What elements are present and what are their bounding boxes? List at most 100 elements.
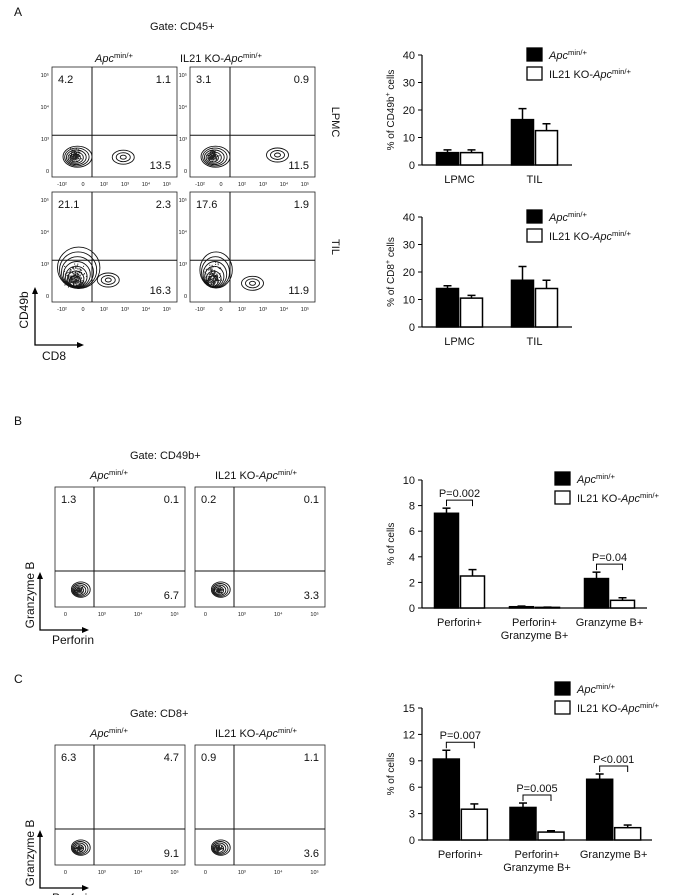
event-dot xyxy=(214,157,216,159)
x-tick-label: 10³ xyxy=(259,307,267,313)
event-dot xyxy=(210,272,212,274)
event-dot xyxy=(83,265,85,267)
event-dot xyxy=(218,589,220,591)
y-tick-label: 9 xyxy=(409,756,415,768)
event-dot xyxy=(74,155,76,157)
x-tick-label: 10² xyxy=(100,182,108,188)
bar xyxy=(510,279,535,328)
event-dot xyxy=(214,282,216,284)
x-tick-label: 10³ xyxy=(98,612,106,618)
event-dot xyxy=(81,591,83,593)
event-dot xyxy=(218,276,220,278)
significance-bracket xyxy=(446,499,473,507)
x-tick-label: 0 xyxy=(81,182,84,188)
quadrant-ur: 1.1 xyxy=(156,74,171,86)
y-tick-label: 0 xyxy=(184,294,187,300)
event-dot xyxy=(79,591,81,593)
x-tick-label: 10² xyxy=(238,307,246,313)
event-dot xyxy=(211,282,213,284)
event-dot xyxy=(213,276,215,278)
event-dot xyxy=(76,156,78,158)
event-dot xyxy=(73,159,75,161)
event-dot xyxy=(71,149,73,151)
event-dot xyxy=(217,845,219,847)
event-dot xyxy=(220,590,222,592)
event-dot xyxy=(77,272,79,274)
event-dot xyxy=(83,281,85,283)
contour-ring xyxy=(72,842,87,854)
y-tick-label: 6 xyxy=(409,526,415,538)
event-dot xyxy=(77,276,79,278)
event-dot xyxy=(84,273,86,275)
event-dot xyxy=(74,848,76,850)
contour-ring xyxy=(62,145,93,168)
event-dot xyxy=(70,279,72,281)
x-tick-label: 10⁴ xyxy=(134,869,143,876)
x-tick-label: 10² xyxy=(238,182,246,188)
y-tick-label: 0 xyxy=(46,169,49,175)
category-label: Perforin+ xyxy=(438,849,483,861)
event-dot xyxy=(72,155,74,157)
bar xyxy=(509,806,537,841)
event-dot xyxy=(63,270,65,272)
quadrant-lr: 11.9 xyxy=(288,285,309,297)
arrow-head xyxy=(37,830,43,837)
event-dot xyxy=(75,591,77,593)
bar xyxy=(435,287,460,328)
x-axis-label: CD8 xyxy=(42,349,66,363)
y-axis-label: CD49b xyxy=(17,291,31,329)
event-dot xyxy=(215,277,217,279)
y-tick-label: 12 xyxy=(403,729,415,741)
event-dot xyxy=(73,276,75,278)
event-dot xyxy=(72,158,74,160)
column-header: Apcmin/+ xyxy=(89,726,128,740)
contour-ring xyxy=(241,275,264,291)
flow-plot-a: 21.1 2.3 16.3 -10² 0 10² 10³ 10⁴ 10⁵ 10⁵ 10⁴ 10³ 0 xyxy=(41,191,178,313)
panel-letter-a: A xyxy=(14,5,22,19)
event-dot xyxy=(80,845,82,847)
event-dot xyxy=(80,589,82,591)
event-dot xyxy=(80,277,82,279)
event-dot xyxy=(216,276,218,278)
event-dot xyxy=(75,158,77,160)
y-tick-label: 30 xyxy=(403,78,415,90)
contour-ring xyxy=(70,581,91,598)
event-dot xyxy=(71,279,73,281)
event-dot xyxy=(215,275,217,277)
event-dot xyxy=(216,281,218,283)
event-dot xyxy=(78,275,80,277)
event-dot xyxy=(69,147,71,149)
event-dot xyxy=(78,849,80,851)
category-label: LPMC xyxy=(444,336,475,348)
contours xyxy=(70,839,91,856)
event-dot xyxy=(213,283,215,285)
legend-swatch xyxy=(554,681,571,696)
event-dot xyxy=(78,270,80,272)
contour-ring xyxy=(72,584,87,596)
event-dot xyxy=(75,267,77,269)
axis-arrow xyxy=(34,290,80,346)
event-dot xyxy=(80,588,82,590)
quadrant-lr: 3.6 xyxy=(304,848,319,860)
event-dot xyxy=(79,274,81,276)
event-dot xyxy=(214,271,216,273)
event-dot xyxy=(72,278,74,280)
event-dot xyxy=(76,273,78,275)
event-dot xyxy=(75,281,77,283)
x-tick-label: 10⁵ xyxy=(170,611,178,618)
contour-ring xyxy=(115,152,131,163)
event-dot xyxy=(78,844,80,846)
event-dot xyxy=(75,848,77,850)
event-dot xyxy=(75,850,77,852)
event-dot xyxy=(78,275,80,277)
event-dot xyxy=(215,280,217,282)
event-dot xyxy=(73,281,75,283)
event-dot xyxy=(207,276,209,278)
event-dot xyxy=(209,158,211,160)
event-dot xyxy=(71,280,73,282)
event-dot xyxy=(81,591,83,593)
event-dot xyxy=(78,273,80,275)
event-dot xyxy=(216,591,218,593)
event-dot xyxy=(72,272,74,274)
event-dot xyxy=(70,155,72,157)
